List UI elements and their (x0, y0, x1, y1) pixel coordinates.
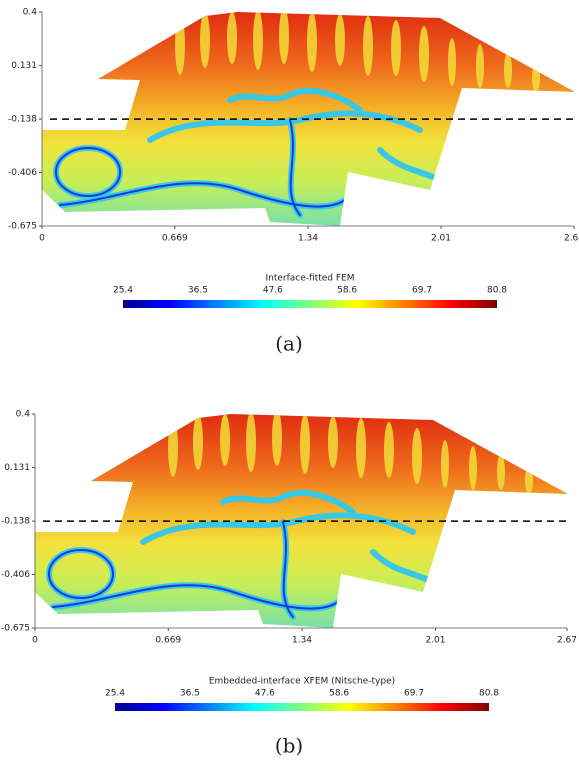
panel-caption: (a) (275, 332, 303, 356)
y-tick-label: -0.138 (1, 517, 30, 527)
y-tick-label: -0.675 (1, 624, 30, 634)
colorbar-title: Embedded-interface XFEM (Nitsche-type) (209, 677, 395, 687)
colorbar-tick-label: 80.8 (479, 689, 499, 699)
x-tick-label: 2.01 (431, 234, 451, 244)
colorbar-tick-label: 69.7 (404, 689, 424, 699)
colorbar-tick-label: 69.7 (412, 286, 432, 296)
colorbar (123, 300, 497, 308)
x-tick-label: 0 (39, 234, 45, 244)
colorbar-tick-label: 25.4 (113, 286, 133, 296)
x-tick-label: 0 (32, 636, 38, 646)
x-tick-label: 2.67 (557, 636, 577, 646)
y-tick-label: -0.138 (8, 115, 37, 125)
colorbar-tick-label: 47.6 (255, 689, 275, 699)
y-tick-label: 0.131 (11, 61, 37, 71)
colorbar-tick-label: 36.5 (188, 286, 208, 296)
x-tick-label: 0.669 (162, 234, 188, 244)
colorbar (115, 703, 489, 711)
colorbar-tick-label: 25.4 (105, 689, 125, 699)
colorbar-title: Interface-fitted FEM (265, 274, 354, 284)
y-tick-label: -0.406 (8, 168, 37, 178)
y-tick-label: 0.4 (16, 410, 31, 420)
x-tick-label: 1.34 (298, 234, 318, 244)
colorbar-tick-label: 58.6 (329, 689, 349, 699)
y-tick-label: 0.131 (4, 463, 30, 473)
y-tick-label: -0.675 (8, 222, 37, 232)
y-tick-label: -0.406 (1, 570, 30, 580)
x-tick-label: 0.669 (155, 636, 181, 646)
colorbar-tick-label: 80.8 (487, 286, 507, 296)
y-tick-label: 0.4 (23, 8, 38, 18)
x-tick-label: 2.01 (425, 636, 445, 646)
x-tick-label: 1.34 (292, 636, 312, 646)
colorbar-tick-label: 36.5 (180, 689, 200, 699)
colorbar-tick-label: 58.6 (337, 286, 357, 296)
panel-caption: (b) (275, 734, 303, 758)
x-tick-label: 2.68 (564, 234, 579, 244)
colorbar-tick-label: 47.6 (263, 286, 283, 296)
